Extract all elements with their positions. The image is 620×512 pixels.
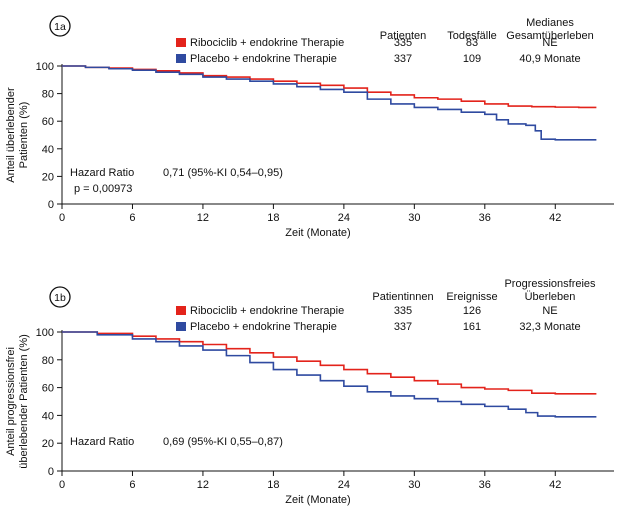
series-line-ribociclib [62,331,597,395]
series-stat: NE [542,37,557,49]
y-axis-label: überlebender Patienten (%) [18,334,30,469]
hazard-ratio-value: 0,71 (95%-KI 0,54–0,95) [163,167,283,179]
y-axis-label: Patienten (%) [18,102,30,169]
y-tick-label: 100 [36,327,54,339]
panel-badge-label: 1a [54,21,66,33]
series-stat: 161 [463,321,481,333]
hazard-ratio-label: Hazard Ratio [70,167,134,179]
y-tick-label: 60 [42,116,54,128]
series-stat: 83 [466,37,478,49]
x-tick-label: 24 [338,212,350,224]
x-tick-label: 12 [197,212,209,224]
series-stat: 335 [394,305,412,317]
x-tick-label: 30 [408,212,420,224]
series-stat: 126 [463,305,481,317]
y-tick-label: 100 [36,61,54,73]
legend-swatch-placebo [176,54,186,63]
table-header: Progressionsfreies [504,278,596,290]
legend-swatch-placebo [176,322,186,331]
table-header: Patientinnen [372,291,433,303]
x-tick-label: 18 [267,479,279,491]
series-stat: NE [542,305,557,317]
series-stat: 32,3 Monate [519,321,580,333]
x-tick-label: 42 [549,212,561,224]
x-tick-label: 0 [59,212,65,224]
legend-label: Ribociclib + endokrine Therapie [190,305,344,317]
table-header: Ereignisse [446,291,497,303]
x-tick-label: 12 [197,479,209,491]
series-line-placebo [62,65,597,141]
panel-badge-circle [49,286,71,308]
panel-badge-label: 1b [54,292,66,304]
x-tick-label: 18 [267,212,279,224]
y-tick-label: 80 [42,89,54,101]
series-line-placebo [62,331,597,418]
x-tick-label: 6 [129,212,135,224]
y-tick-label: 0 [48,466,54,478]
series-stat: 335 [394,37,412,49]
y-axis-label: Anteil progressionsfrei [5,347,17,456]
y-tick-label: 20 [42,438,54,450]
panel-badge-circle [49,15,71,37]
x-axis-label: Zeit (Monate) [285,227,350,239]
legend-swatch-ribociclib [176,38,186,47]
legend-label: Placebo + endokrine Therapie [190,53,337,65]
x-tick-label: 0 [59,479,65,491]
series-stat: 40,9 Monate [519,53,580,65]
x-axis-label: Zeit (Monate) [285,494,350,506]
table-header: Todesfälle [447,30,497,42]
y-tick-label: 20 [42,171,54,183]
legend-swatch-ribociclib [176,306,186,315]
table-header: Überleben [525,291,576,303]
y-tick-label: 80 [42,355,54,367]
hazard-ratio-value: 0,69 (95%-KI 0,55–0,87) [163,436,283,448]
x-tick-label: 24 [338,479,350,491]
x-tick-label: 36 [479,212,491,224]
legend-label: Ribociclib + endokrine Therapie [190,37,344,49]
x-tick-label: 42 [549,479,561,491]
table-header: Patienten [380,30,426,42]
x-tick-label: 36 [479,479,491,491]
x-tick-label: 6 [129,479,135,491]
y-tick-label: 0 [48,199,54,211]
series-stat: 337 [394,321,412,333]
y-tick-label: 40 [42,144,54,156]
table-header: Medianes [526,17,574,29]
x-tick-label: 30 [408,479,420,491]
series-stat: 109 [463,53,481,65]
series-stat: 337 [394,53,412,65]
y-tick-label: 40 [42,410,54,422]
y-axis-label: Anteil überlebender [5,87,17,183]
legend-label: Placebo + endokrine Therapie [190,321,337,333]
y-tick-label: 60 [42,383,54,395]
hazard-ratio-label: Hazard Ratio [70,436,134,448]
series-line-ribociclib [62,65,597,109]
p-value: p = 0,00973 [74,183,132,195]
table-header: Gesamtüberleben [506,30,593,42]
